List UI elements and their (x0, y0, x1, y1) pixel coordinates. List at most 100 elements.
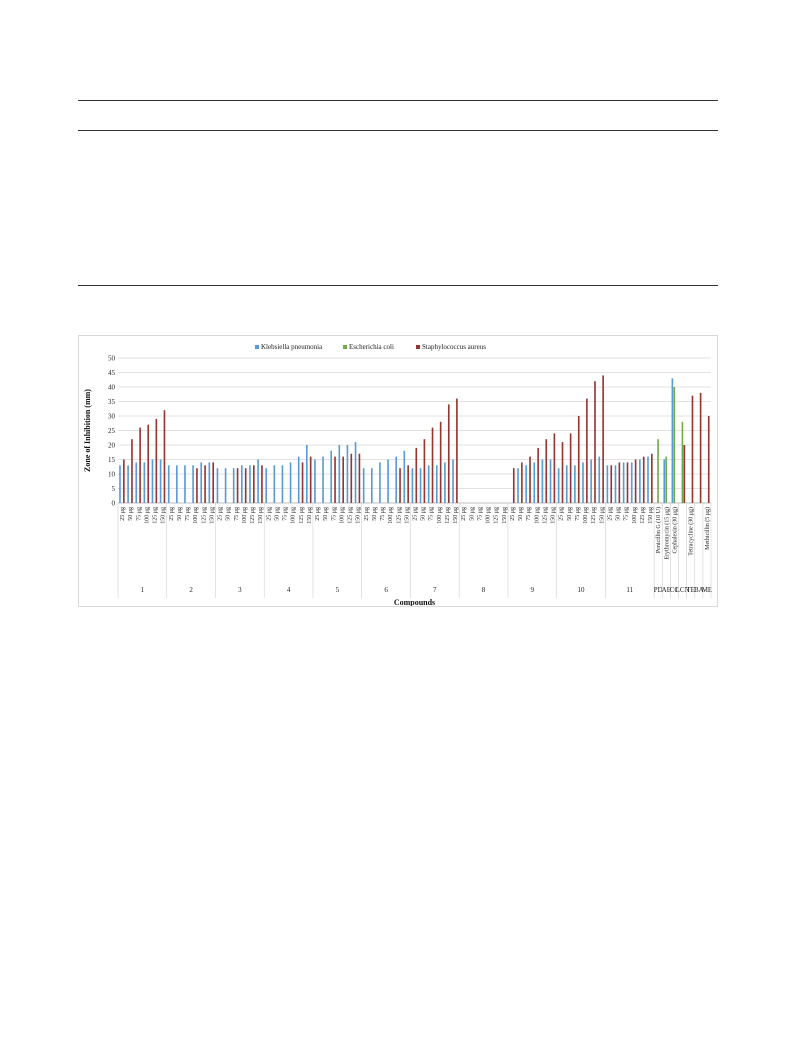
bar-klebsiella-pneumonia (647, 456, 649, 503)
x-category-label: 100 μg (242, 507, 248, 524)
x-category-label: 25 μg (461, 507, 467, 521)
x-category-label: 125 μg (542, 507, 548, 524)
x-category-label: 100 μg (144, 507, 150, 524)
bar-klebsiella-pneumonia (427, 465, 430, 503)
x-category-label: 125 μg (201, 507, 207, 524)
legend-swatch (416, 345, 420, 349)
bar-klebsiella-pneumonia (249, 465, 251, 503)
legend-label: Staphylococcus aureus (422, 343, 486, 351)
group-label: 2 (189, 586, 193, 594)
bar-klebsiella-pneumonia (338, 445, 341, 503)
bar-klebsiella-pneumonia (574, 465, 576, 503)
x-category-label: 50 μg (469, 507, 475, 521)
x-category-label: 150 μg (209, 507, 215, 524)
bar-staphylococcus-aureus (236, 468, 239, 503)
bar-klebsiella-pneumonia (241, 465, 243, 503)
x-category-label: 75 μg (380, 507, 386, 521)
bar-klebsiella-pneumonia (167, 465, 170, 503)
x-category-label: 100 μg (388, 507, 394, 524)
group-label: CC (670, 586, 680, 594)
x-category-label: 150 μg (404, 507, 410, 524)
x-category-label: 25 μg (169, 507, 175, 521)
bar-staphylococcus-aureus (545, 439, 548, 503)
bar-klebsiella-pneumonia (119, 465, 121, 503)
bar-klebsiella-pneumonia (517, 468, 519, 503)
bar-staphylococcus-aureus (651, 453, 653, 503)
group-label: BA (694, 586, 704, 594)
bar-staphylococcus-aureus (537, 447, 539, 503)
y-tick-label: 30 (108, 413, 116, 421)
x-category-label: Penicillin G (10 U) (655, 507, 662, 553)
bar-klebsiella-pneumonia (289, 462, 292, 503)
bar-staphylococcus-aureus (358, 453, 361, 503)
bar-staphylococcus-aureus (707, 416, 710, 503)
bar-staphylococcus-aureus (147, 424, 150, 503)
bar-staphylococcus-aureus (431, 427, 434, 503)
bar-staphylococcus-aureus (212, 462, 215, 503)
bar-klebsiella-pneumonia (557, 468, 560, 503)
bar-klebsiella-pneumonia (630, 462, 633, 503)
bar-klebsiella-pneumonia (346, 445, 349, 503)
bar-staphylococcus-aureus (244, 468, 247, 503)
table-top-rule (78, 100, 718, 101)
bar-staphylococcus-aureus (163, 410, 166, 503)
table-bottom-rule (78, 285, 718, 286)
bar-klebsiella-pneumonia (354, 442, 357, 503)
group-label: 6 (384, 586, 388, 594)
bar-klebsiella-pneumonia (525, 465, 527, 503)
bar-klebsiella-pneumonia (159, 459, 162, 503)
legend-swatch (255, 345, 259, 349)
bar-klebsiella-pneumonia (273, 465, 276, 503)
bar-staphylococcus-aureus (399, 468, 401, 503)
x-category-label: 125 μg (250, 507, 256, 524)
bar-staphylococcus-aureus (253, 465, 255, 503)
bar-staphylococcus-aureus (407, 465, 409, 503)
y-tick-label: 45 (108, 369, 116, 377)
x-category-label: 150 μg (648, 507, 654, 524)
bar-klebsiella-pneumonia (208, 462, 211, 503)
x-category-label: 100 μg (437, 507, 443, 524)
x-category-label: 100 μg (534, 507, 540, 524)
x-category-label: 75 μg (136, 507, 142, 521)
bar-staphylococcus-aureus (691, 395, 694, 503)
bar-staphylococcus-aureus (155, 418, 158, 503)
bar-klebsiella-pneumonia (370, 468, 373, 503)
bar-staphylococcus-aureus (610, 465, 613, 503)
x-category-label: 125 μg (153, 507, 159, 524)
bar-staphylococcus-aureus (512, 468, 515, 503)
x-category-label: 25 μg (510, 507, 516, 521)
bar-klebsiella-pneumonia (192, 465, 194, 503)
y-tick-label: 25 (108, 427, 116, 435)
bar-staphylococcus-aureus (553, 433, 556, 503)
bar-staphylococcus-aureus (309, 456, 312, 503)
bar-klebsiella-pneumonia (598, 456, 601, 503)
x-category-label: 150 μg (502, 507, 508, 524)
group-label: 7 (433, 586, 437, 594)
bar-klebsiella-pneumonia (314, 459, 316, 503)
bar-klebsiella-pneumonia (322, 456, 324, 503)
y-axis-title: Zone of Inhibition (mm) (83, 389, 92, 472)
bar-klebsiella-pneumonia (387, 459, 389, 503)
chart-figure: 0 5 10 15 20 25 30 35 40 45 50 25 μg 50 μg 75 μg 100 μ… (78, 335, 718, 607)
bar-klebsiella-pneumonia (671, 378, 674, 503)
bar-klebsiella-pneumonia (143, 462, 146, 503)
x-category-label: 75 μg (526, 507, 532, 521)
bar-klebsiella-pneumonia (305, 445, 308, 503)
group-label: PD (654, 586, 663, 594)
legend-label: Klebsiella pneumonia (261, 343, 323, 351)
bar-klebsiella-pneumonia (435, 465, 438, 503)
x-category-label: 50 μg (274, 507, 280, 521)
y-tick-label: 15 (108, 456, 116, 464)
x-category-label: Methicillin (5 μg) (704, 507, 711, 550)
bar-staphylococcus-aureus (456, 398, 458, 503)
bar-staphylococcus-aureus (334, 456, 336, 503)
x-category-label: 50 μg (616, 507, 622, 521)
y-tick-label: 10 (108, 471, 116, 479)
x-category-label: 50 μg (518, 507, 524, 521)
x-category-label: 75 μg (234, 507, 240, 521)
bar-klebsiella-pneumonia (135, 462, 138, 503)
bar-klebsiella-pneumonia (606, 465, 609, 503)
x-category-label: 25 μg (120, 507, 126, 521)
x-category-label: 75 μg (575, 507, 581, 521)
bar-klebsiella-pneumonia (176, 465, 178, 503)
